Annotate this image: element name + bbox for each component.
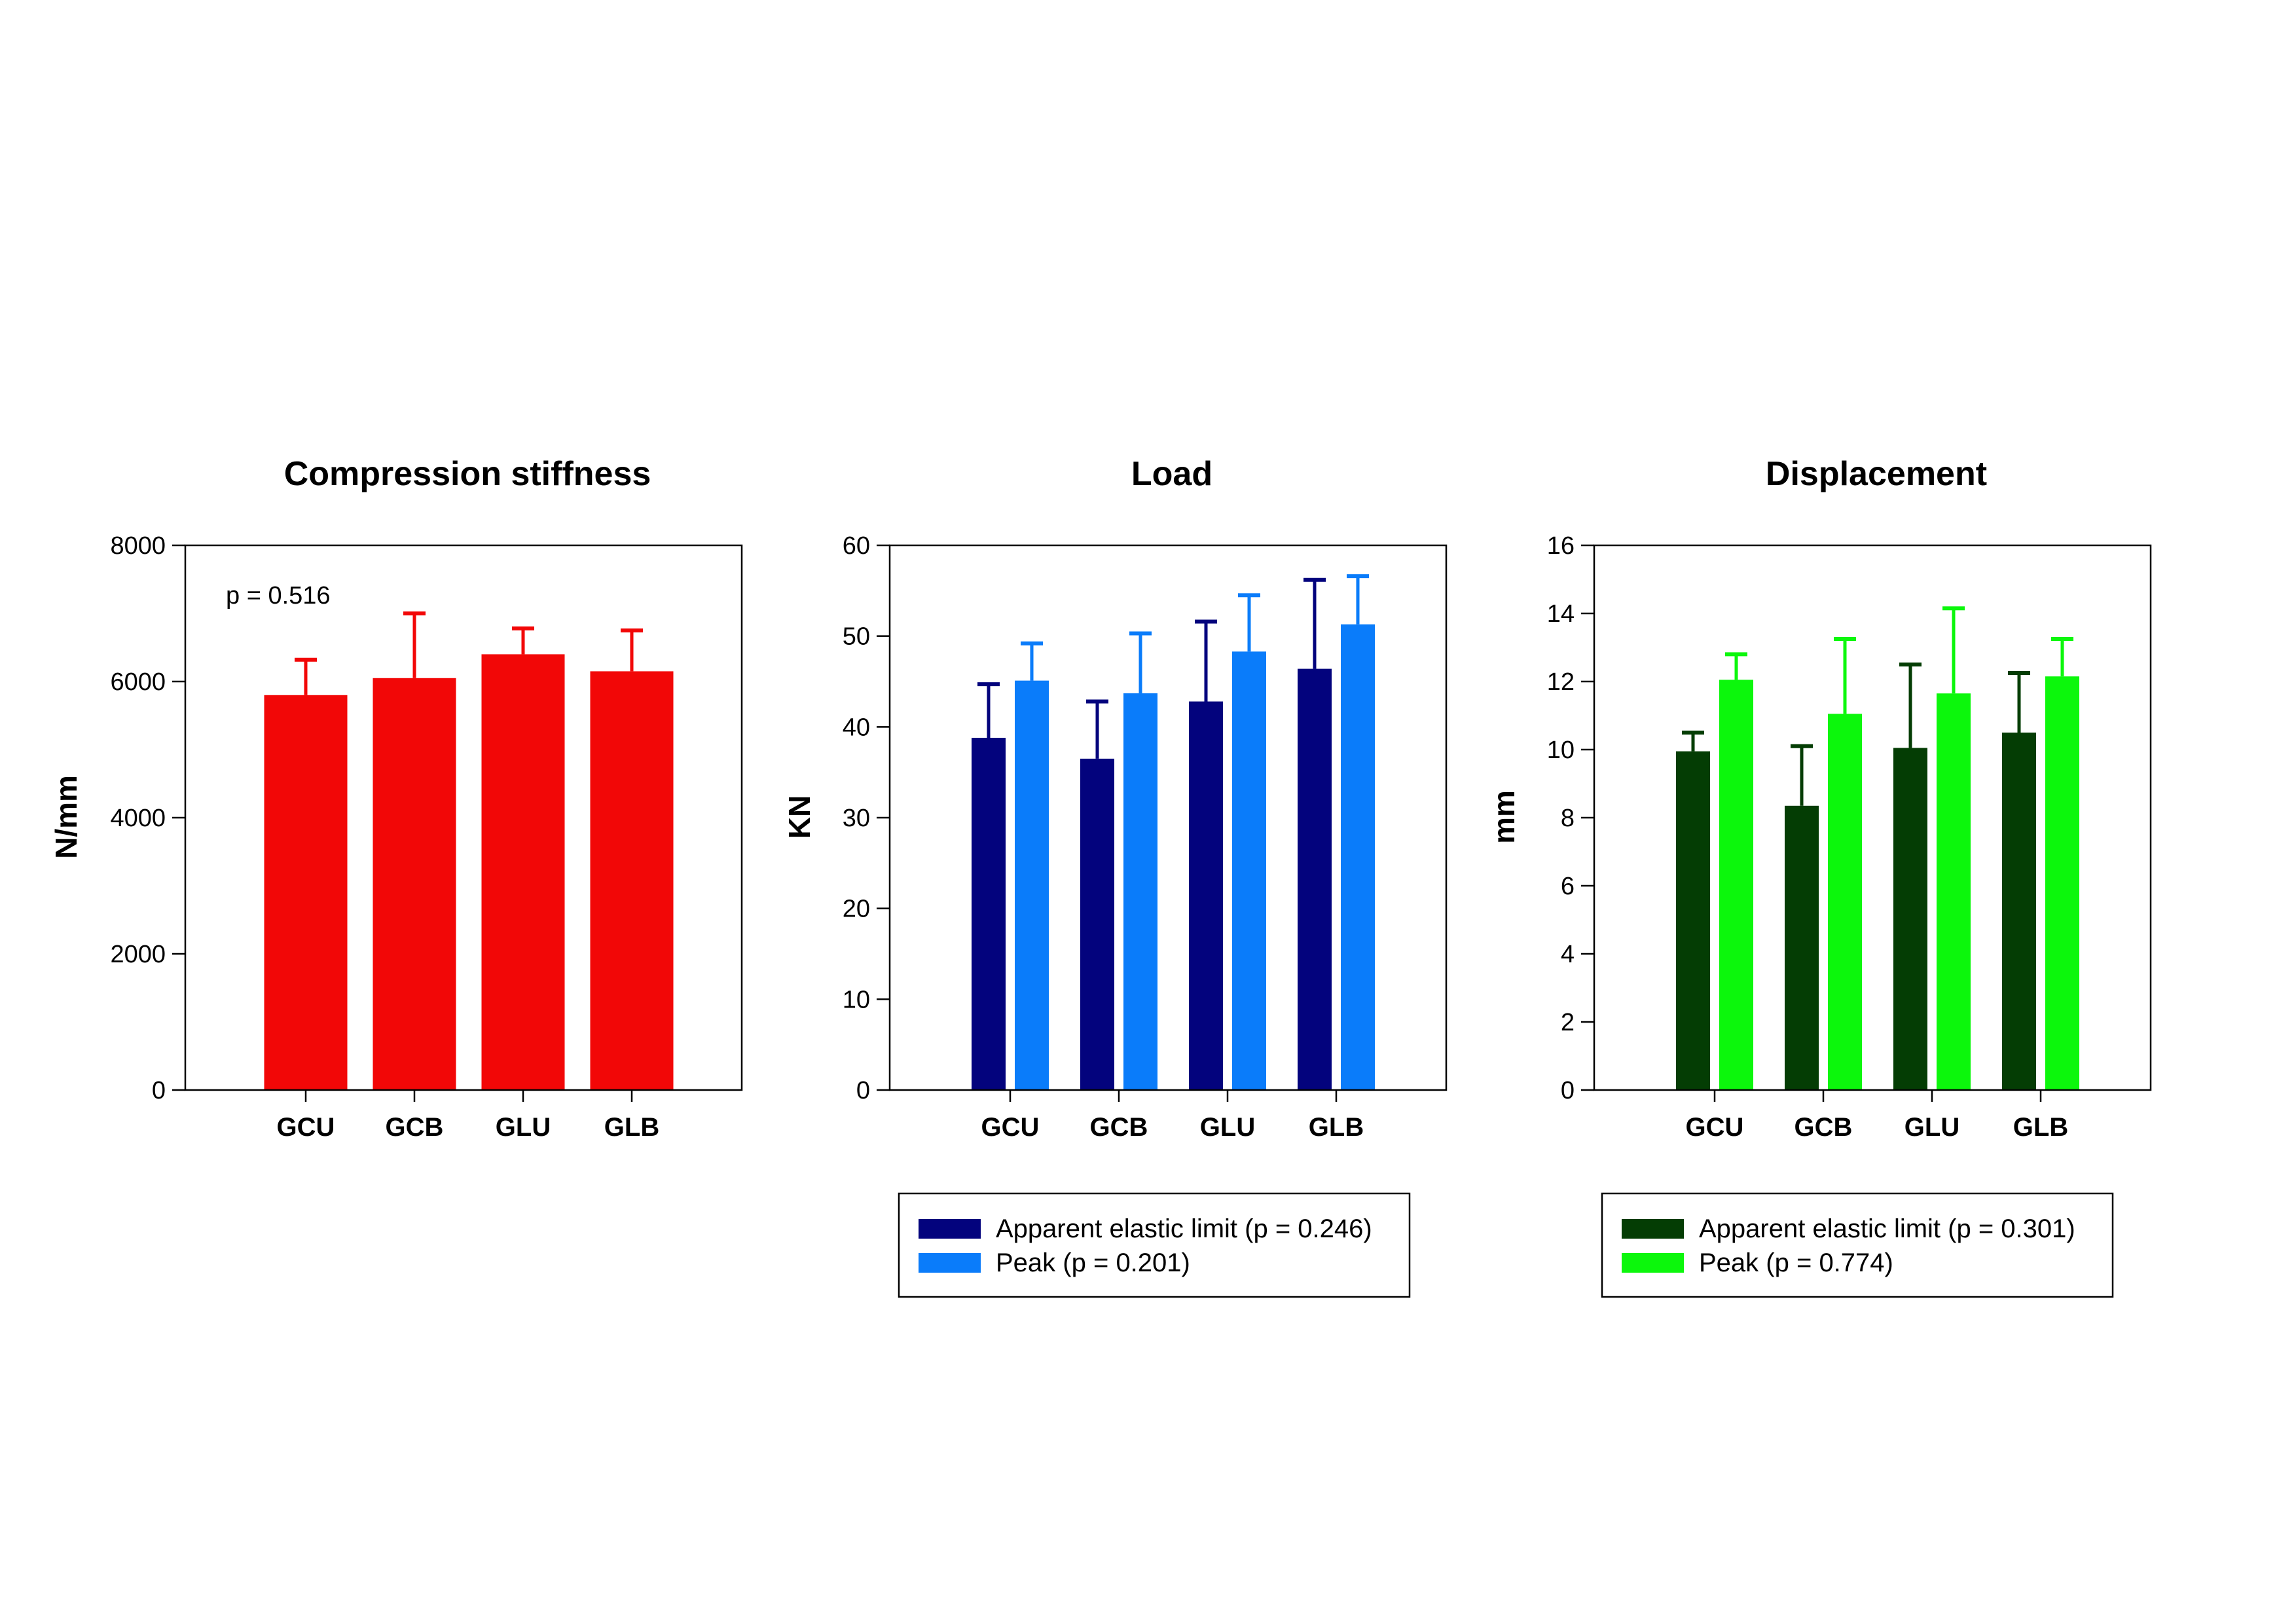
y-tick-label: 60 xyxy=(843,532,870,560)
x-tick-label: GCB xyxy=(1795,1113,1853,1142)
p-value-annotation: p = 0.516 xyxy=(226,582,331,609)
legend-swatch-apparent-elastic-limit xyxy=(919,1219,981,1239)
y-tick-label: 30 xyxy=(843,805,870,832)
bar xyxy=(1785,805,1819,1090)
chart-displacement: Displacement mm 0 2 4 6 8 10 12 14 16 GCU GCB GLU GL… xyxy=(1487,455,2152,1142)
bar xyxy=(1893,748,1927,1090)
legend-swatch-peak xyxy=(919,1253,981,1273)
chart-compression-stiffness: Compression stiffness N/mm p = 0.516 0 20… xyxy=(49,455,743,1142)
bar xyxy=(1719,680,1753,1090)
legend-label-apparent-elastic-limit: Apparent elastic limit (p = 0.246) xyxy=(996,1214,1372,1243)
x-tick-label: GLB xyxy=(1309,1113,1364,1142)
plot-marks: 0 2 4 6 8 10 12 14 16 GCU GCB GLU GLB xyxy=(1547,532,2079,1142)
legend-label-peak: Peak (p = 0.201) xyxy=(996,1248,1190,1277)
bar xyxy=(1341,624,1375,1090)
x-tick-label: GLU xyxy=(1200,1113,1255,1142)
bar xyxy=(590,671,674,1090)
bar xyxy=(1298,668,1332,1090)
bar xyxy=(972,737,1006,1090)
x-tick-label: GCU xyxy=(277,1113,335,1142)
bar xyxy=(1937,693,1971,1090)
bar xyxy=(1080,758,1114,1090)
x-tick-label: GLU xyxy=(1904,1113,1959,1142)
chart-load: Load KN 0 10 20 30 40 50 60 GCU GCB GLU GLB xyxy=(782,455,1448,1142)
x-tick-label: GLB xyxy=(604,1113,659,1142)
x-tick-label: GCB xyxy=(386,1113,444,1142)
y-tick-label: 8000 xyxy=(110,532,166,560)
legend-box xyxy=(1601,1192,2114,1298)
legend-swatch-apparent-elastic-limit xyxy=(1622,1219,1684,1239)
y-tick-label: 40 xyxy=(843,714,870,741)
y-tick-label: 4000 xyxy=(110,805,166,832)
bar xyxy=(1232,651,1266,1090)
y-axis-label: KN xyxy=(782,795,816,839)
bar xyxy=(1123,693,1157,1090)
y-axis-label: N/mm xyxy=(49,775,83,859)
y-tick-label: 50 xyxy=(843,623,870,651)
y-tick-label: 8 xyxy=(1561,805,1575,832)
y-tick-label: 6 xyxy=(1561,873,1575,900)
x-tick-label: GLU xyxy=(496,1113,551,1142)
chart-title: Load xyxy=(1131,455,1212,493)
y-tick-label: 10 xyxy=(843,986,870,1013)
y-tick-label: 2000 xyxy=(110,941,166,968)
legend-box xyxy=(898,1192,1411,1298)
bar xyxy=(1676,751,1710,1090)
y-tick-label: 4 xyxy=(1561,941,1575,968)
legend-label-apparent-elastic-limit: Apparent elastic limit (p = 0.301) xyxy=(1699,1214,2075,1243)
y-tick-label: 10 xyxy=(1547,737,1575,764)
bar xyxy=(373,678,456,1090)
x-tick-label: GCB xyxy=(1090,1113,1148,1142)
y-tick-label: 16 xyxy=(1547,532,1575,560)
x-tick-label: GCU xyxy=(981,1113,1040,1142)
y-tick-label: 14 xyxy=(1547,600,1575,628)
bar xyxy=(1828,714,1862,1090)
bar xyxy=(481,654,565,1090)
bar xyxy=(1015,680,1049,1090)
bar xyxy=(1189,701,1223,1090)
legend-displacement: Apparent elastic limit (p = 0.301) Peak … xyxy=(1601,1192,2114,1298)
legend-swatch-peak xyxy=(1622,1253,1684,1273)
x-tick-label: GLB xyxy=(2013,1113,2068,1142)
bar xyxy=(2002,733,2036,1090)
y-tick-label: 12 xyxy=(1547,668,1575,696)
bar xyxy=(2045,676,2079,1090)
y-tick-label: 2 xyxy=(1561,1009,1575,1036)
legend-label-peak: Peak (p = 0.774) xyxy=(1699,1248,1893,1277)
plot-frame xyxy=(1593,544,2152,1091)
plot-frame xyxy=(184,544,743,1091)
y-tick-label: 0 xyxy=(152,1077,166,1104)
bar xyxy=(264,695,348,1090)
chart-title: Compression stiffness xyxy=(284,455,651,493)
y-tick-label: 6000 xyxy=(110,668,166,696)
plot-marks: 0 2000 4000 6000 8000 GCU GCB GLU GLB xyxy=(110,532,674,1142)
y-tick-label: 20 xyxy=(843,896,870,923)
y-tick-label: 0 xyxy=(856,1077,870,1104)
chart-title: Displacement xyxy=(1766,455,1987,493)
y-axis-label: mm xyxy=(1487,790,1521,844)
y-tick-label: 0 xyxy=(1561,1077,1575,1104)
x-tick-label: GCU xyxy=(1686,1113,1744,1142)
plot-marks: 0 10 20 30 40 50 60 GCU GCB GLU GLB xyxy=(843,532,1375,1142)
legend-load: Apparent elastic limit (p = 0.246) Peak … xyxy=(898,1192,1411,1298)
plot-frame xyxy=(888,544,1448,1091)
